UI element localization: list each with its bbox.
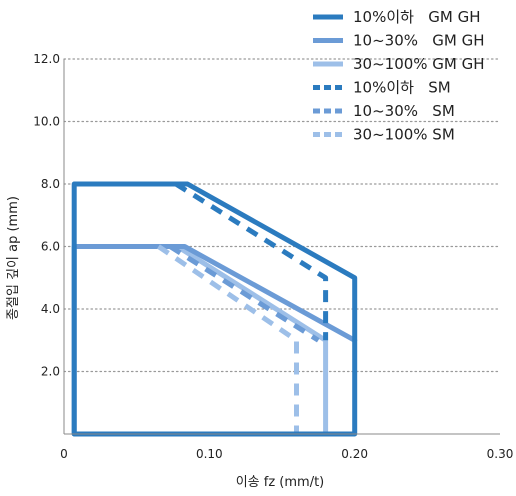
x-tick-label: 0.30 [487,447,514,461]
y-tick-label: 10.0 [33,115,60,129]
axis-layer: 2.0 4.0 6.0 8.0 10.0 12.0 0 0.10 0.20 0.30 [33,52,513,461]
y-tick-label: 2.0 [41,365,60,379]
legend-label-1: 10%이하 GM GH [353,8,480,26]
x-tick-label: 0.10 [196,447,223,461]
y-axis-title: 종절입 깊이 ap (mm) [6,196,21,320]
legend-label-3: 30~100% GM GH [353,55,485,73]
y-tick-label: 6.0 [41,240,60,254]
series-line-6 [157,244,299,434]
series-line-4 [174,181,329,341]
legend: 10%이하 GM GH 10~30% GM GH 30~100% GM GH 10%이… [313,8,485,144]
legend-label-4: 10%이하 SM [353,79,451,97]
y-tick-label: 8.0 [41,177,60,191]
legend-label-6: 30~100% SM [353,126,455,144]
legend-label-5: 10~30% SM [353,102,455,120]
x-tick-label: 0 [60,447,68,461]
legend-label-2: 10~30% GM GH [353,32,485,50]
x-tick-label: 0.20 [341,447,368,461]
y-tick-label: 12.0 [33,52,60,66]
series-layer [71,181,358,437]
y-tick-label: 4.0 [41,302,60,316]
series-line-5 [168,244,320,343]
x-axis-title: 이송 fz (mm/t) [236,475,325,490]
